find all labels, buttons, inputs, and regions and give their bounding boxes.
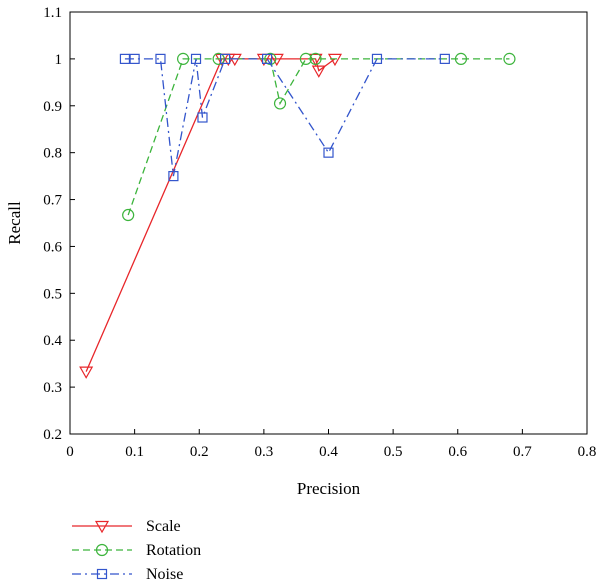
series-line-scale xyxy=(85,58,336,372)
axes: 0 0.1 0.2 0.3 0.4 0.5 0.6 0.7 0.8 0.2 0.3 0.4 0.5 0.6… xyxy=(43,5,596,460)
data-point xyxy=(212,52,225,65)
data-point xyxy=(273,97,287,110)
data-point xyxy=(308,53,323,67)
x-axis-title: Precision xyxy=(297,479,361,498)
y-tick-label: 0.5 xyxy=(43,286,62,302)
x-tick-label: 0.4 xyxy=(319,444,338,460)
y-tick-label: 0.9 xyxy=(43,99,62,115)
data-point xyxy=(503,52,516,65)
y-tick-label: 0.3 xyxy=(43,380,62,396)
data-point xyxy=(327,53,342,67)
y-tick-label: 0.8 xyxy=(43,146,62,162)
data-point xyxy=(439,53,450,64)
data-point xyxy=(227,53,242,67)
data-point xyxy=(176,52,190,65)
data-point xyxy=(371,53,383,64)
data-point xyxy=(262,53,273,64)
series-line-noise xyxy=(124,58,445,177)
legend-marker xyxy=(95,543,109,557)
data-point xyxy=(197,112,208,123)
series-noise xyxy=(119,53,450,182)
data-point xyxy=(454,52,468,65)
series-line-rotation xyxy=(127,58,510,216)
legend-marker xyxy=(94,520,110,534)
y-axis-title: Recall xyxy=(5,201,24,245)
legend-label: Scale xyxy=(146,518,181,535)
data-point xyxy=(299,52,312,65)
x-tick-label: 0.7 xyxy=(513,444,532,460)
legend: Scale Rotation Noise xyxy=(72,518,201,583)
data-point xyxy=(168,171,179,182)
x-tick-label: 0.2 xyxy=(190,444,209,460)
legend-label: Noise xyxy=(146,566,183,583)
x-tick-label: 0.1 xyxy=(125,444,144,460)
legend-label: Rotation xyxy=(146,542,201,559)
y-tick-label: 0.7 xyxy=(43,193,62,209)
x-tick-label: 0 xyxy=(66,444,74,460)
data-point xyxy=(79,366,94,379)
y-tick-label: 0.2 xyxy=(43,427,62,443)
plot-frame xyxy=(69,11,588,435)
x-tick-label: 0.6 xyxy=(448,444,467,460)
x-tick-label: 0.8 xyxy=(578,444,597,460)
data-point xyxy=(119,53,131,64)
legend-item-rotation: Rotation xyxy=(72,542,201,559)
data-point xyxy=(309,52,322,65)
legend-item-noise: Noise xyxy=(72,566,183,583)
series-scale xyxy=(79,53,342,379)
legend-marker xyxy=(96,568,108,580)
legend-item-scale: Scale xyxy=(72,518,181,535)
x-tick-label: 0.5 xyxy=(384,444,403,460)
data-point xyxy=(155,53,166,64)
data-point xyxy=(190,53,202,64)
y-tick-label: 0.6 xyxy=(43,239,62,255)
data-point xyxy=(269,53,284,67)
data-point xyxy=(122,208,135,222)
series-layer xyxy=(79,52,516,379)
y-tick-label: 1 xyxy=(55,52,63,68)
data-point xyxy=(311,65,326,78)
data-point xyxy=(220,53,231,64)
y-tick-label: 1.1 xyxy=(43,5,62,21)
data-point xyxy=(323,147,334,158)
y-tick-label: 0.4 xyxy=(43,333,62,349)
data-point xyxy=(129,53,140,64)
x-tick-label: 0.3 xyxy=(255,444,274,460)
